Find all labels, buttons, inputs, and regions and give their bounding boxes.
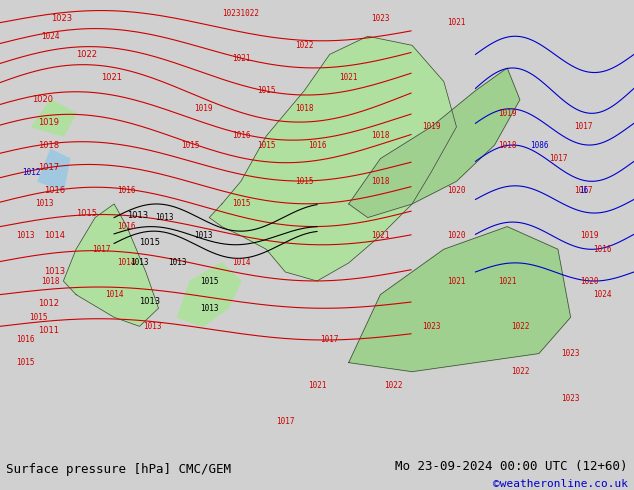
Text: 1017: 1017 bbox=[320, 336, 339, 344]
Text: 1016: 1016 bbox=[117, 186, 136, 195]
Text: 1017: 1017 bbox=[548, 154, 567, 163]
Text: 1018: 1018 bbox=[371, 131, 390, 141]
Text: 1014: 1014 bbox=[231, 258, 250, 268]
Text: 1013: 1013 bbox=[155, 213, 174, 222]
Text: 1017: 1017 bbox=[574, 122, 593, 131]
Polygon shape bbox=[32, 99, 76, 136]
Text: 1015: 1015 bbox=[231, 199, 250, 208]
Text: 1022: 1022 bbox=[510, 367, 529, 376]
Text: 1023: 1023 bbox=[561, 349, 580, 358]
Text: 1013: 1013 bbox=[130, 258, 149, 268]
Text: 1016: 1016 bbox=[307, 141, 327, 149]
Text: 1015: 1015 bbox=[257, 141, 276, 149]
Text: 1023: 1023 bbox=[371, 14, 390, 23]
Text: 1011: 1011 bbox=[38, 326, 59, 335]
Text: 1016: 1016 bbox=[593, 245, 612, 254]
Text: 1019: 1019 bbox=[498, 109, 517, 118]
Polygon shape bbox=[38, 149, 70, 191]
Text: 1014: 1014 bbox=[105, 290, 124, 299]
Text: 1016: 1016 bbox=[231, 131, 250, 141]
Text: 1022: 1022 bbox=[76, 50, 97, 59]
Text: ©weatheronline.co.uk: ©weatheronline.co.uk bbox=[493, 480, 628, 490]
Text: 1018: 1018 bbox=[371, 177, 390, 186]
Text: 1023: 1023 bbox=[561, 394, 580, 403]
Text: 1017: 1017 bbox=[92, 245, 111, 254]
Text: 1020: 1020 bbox=[447, 231, 466, 240]
Text: Mo 23-09-2024 00:00 UTC (12+60): Mo 23-09-2024 00:00 UTC (12+60) bbox=[395, 460, 628, 473]
Text: 1015: 1015 bbox=[29, 313, 48, 322]
Text: 1018: 1018 bbox=[295, 104, 314, 113]
Text: 1015: 1015 bbox=[76, 209, 97, 218]
Text: 1020: 1020 bbox=[580, 276, 599, 286]
Polygon shape bbox=[209, 36, 456, 281]
Text: 1021: 1021 bbox=[371, 231, 390, 240]
Text: 1013: 1013 bbox=[143, 322, 162, 331]
Text: 1024: 1024 bbox=[41, 32, 60, 41]
Text: 1021: 1021 bbox=[447, 18, 466, 27]
Text: 1017: 1017 bbox=[574, 186, 593, 195]
Polygon shape bbox=[349, 226, 571, 371]
Text: 1021: 1021 bbox=[231, 54, 250, 63]
Text: 1019: 1019 bbox=[422, 122, 441, 131]
Text: 1015: 1015 bbox=[181, 141, 200, 149]
Text: 1023: 1023 bbox=[422, 322, 441, 331]
Text: 1018: 1018 bbox=[498, 141, 517, 149]
Text: 1023: 1023 bbox=[51, 14, 72, 23]
Text: 1024: 1024 bbox=[593, 290, 612, 299]
Text: 1016: 1016 bbox=[44, 186, 65, 195]
Text: 1013: 1013 bbox=[127, 211, 148, 220]
Text: 1013: 1013 bbox=[44, 268, 65, 276]
Text: 1021: 1021 bbox=[101, 73, 122, 81]
Text: 1022: 1022 bbox=[510, 322, 529, 331]
Text: 1013: 1013 bbox=[193, 231, 212, 240]
Text: 1022: 1022 bbox=[295, 41, 314, 50]
Text: 1021: 1021 bbox=[307, 381, 327, 390]
Polygon shape bbox=[63, 204, 158, 326]
Text: Surface pressure [hPa] CMC/GEM: Surface pressure [hPa] CMC/GEM bbox=[6, 463, 231, 476]
Text: 1013: 1013 bbox=[139, 296, 160, 306]
Text: 1015: 1015 bbox=[16, 358, 35, 367]
Polygon shape bbox=[349, 68, 520, 218]
Text: 1019: 1019 bbox=[193, 104, 212, 113]
Polygon shape bbox=[178, 263, 241, 326]
Text: 1013: 1013 bbox=[16, 231, 35, 240]
Text: 1020: 1020 bbox=[447, 186, 466, 195]
Text: 1012: 1012 bbox=[22, 168, 41, 177]
Text: 10231022: 10231022 bbox=[223, 9, 259, 18]
Text: 1086: 1086 bbox=[529, 141, 548, 149]
Text: 1021: 1021 bbox=[447, 276, 466, 286]
Text: 1016: 1016 bbox=[117, 222, 136, 231]
Text: 16: 16 bbox=[579, 186, 588, 195]
Text: 1014: 1014 bbox=[117, 258, 136, 268]
Text: 1017: 1017 bbox=[38, 163, 59, 172]
Text: 1020: 1020 bbox=[32, 95, 53, 104]
Text: 1016: 1016 bbox=[16, 336, 35, 344]
Text: 1017: 1017 bbox=[276, 417, 295, 426]
Text: 1015: 1015 bbox=[139, 238, 160, 247]
Text: 1022: 1022 bbox=[384, 381, 403, 390]
Text: 1021: 1021 bbox=[498, 276, 517, 286]
Text: 1015: 1015 bbox=[200, 276, 219, 286]
Text: 1018: 1018 bbox=[38, 141, 59, 149]
Text: 1019: 1019 bbox=[38, 118, 59, 127]
Text: 1018: 1018 bbox=[41, 276, 60, 286]
Text: 1013: 1013 bbox=[168, 258, 187, 268]
Text: 1015: 1015 bbox=[295, 177, 314, 186]
Text: 1012: 1012 bbox=[38, 299, 59, 308]
Text: 1021: 1021 bbox=[339, 73, 358, 81]
Text: 1019: 1019 bbox=[580, 231, 599, 240]
Text: 1013: 1013 bbox=[200, 304, 219, 313]
Text: 1013: 1013 bbox=[35, 199, 54, 208]
Text: 1014: 1014 bbox=[44, 231, 65, 240]
Text: 1015: 1015 bbox=[257, 86, 276, 95]
